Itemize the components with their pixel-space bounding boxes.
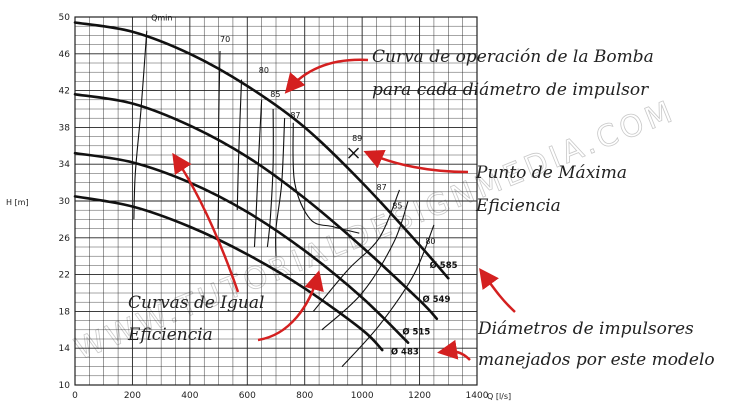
x-tick-label: 800 [296,391,313,401]
diameters-arrow-upper [479,267,516,313]
iso-efficiency-curve [217,51,221,229]
efficiency-label: 70 [220,35,230,44]
y-tick-label: 26 [59,234,71,244]
diameters-annotation-line2: manejados por este modelo [478,350,715,370]
y-tick-label: 34 [59,160,71,170]
x-tick-label: 0 [72,391,78,401]
y-tick-label: 10 [59,381,71,391]
operation-curve-annotation-line1: Curva de operación de la Bomba [372,47,654,67]
operation-curve-annotation-line2: para cada diámetro de impulsor [372,80,649,100]
iso-efficiency-curve [266,108,274,248]
axis-ticks: 0 200 400 600 800 1000 1200 1400 10 14 18 22 26 30 34 3… [59,13,489,401]
efficiency-label: 87 [290,111,300,120]
x-axis-label: Q [l/s] [487,392,511,401]
efficiency-label: 87 [377,183,387,192]
operation-curve-line [73,92,439,321]
chart-grid [74,16,478,386]
x-tick-label: 1000 [351,391,374,401]
iso-efficiency-annotation-line2: Eficiencia [127,325,213,345]
iso-efficiency-curve [321,200,409,331]
operation-curve-line [73,195,384,352]
iso-efficiency-arrow-lower [257,270,324,342]
iso-efficiency-arrow-upper [172,152,240,293]
efficiency-label: 85 [270,90,280,99]
diameter-label: Ø 483 [391,347,419,358]
y-tick-label: 18 [59,307,71,317]
operation-curves [73,21,450,352]
efficiency-label: 85 [392,201,402,210]
curve-labels: Qmin 70 80 85 87 89 87 85 80 Ø 585 Ø 549 Ø 515 Ø 483 [151,14,458,358]
diameters-arrow-lower [437,339,471,361]
max-efficiency-annotation-line1: Punto de Máxima [475,163,627,183]
iso-efficiency-curve [236,79,243,211]
x-tick-label: 400 [181,391,198,401]
operation-curve-line [73,151,410,344]
y-tick-label: 50 [59,13,71,23]
iso-efficiency-curve [275,118,286,257]
x-tick-label: 200 [124,391,141,401]
operation-curve-line [73,21,450,280]
efficiency-label: 89 [352,134,362,143]
y-tick-label: 22 [59,271,70,281]
y-tick-label: 38 [59,123,71,133]
max-efficiency-arrow [363,149,469,174]
x-tick-label: 1400 [466,391,489,401]
diameter-label: Ø 585 [430,260,458,271]
efficiency-label: 80 [425,237,435,246]
diameters-annotation-line1: Diámetros de impulsores [477,319,694,339]
y-tick-label: 30 [59,197,71,207]
iso-efficiency-curve [253,99,263,248]
x-tick-label: 600 [239,391,256,401]
operation-curve-arrow [284,58,369,94]
diameter-label: Ø 515 [402,326,430,337]
max-efficiency-annotation-line2: Eficiencia [475,196,561,216]
y-tick-label: 14 [59,344,71,354]
diameter-label: Ø 549 [422,294,450,305]
iso-efficiency-curves [133,30,435,367]
efficiency-label: Qmin [151,14,172,23]
best-efficiency-marker [348,147,360,159]
efficiency-label: 80 [259,66,269,75]
iso-efficiency-curve [133,30,148,220]
y-tick-label: 46 [59,50,71,60]
x-tick-label: 1200 [408,391,431,401]
iso-efficiency-annotation-line1: Curvas de Igual [128,293,264,313]
iso-efficiency-curve [312,189,400,312]
iso-efficiency-curve [341,224,435,367]
y-axis-label: H [m] [6,198,29,207]
y-tick-label: 42 [59,87,70,97]
